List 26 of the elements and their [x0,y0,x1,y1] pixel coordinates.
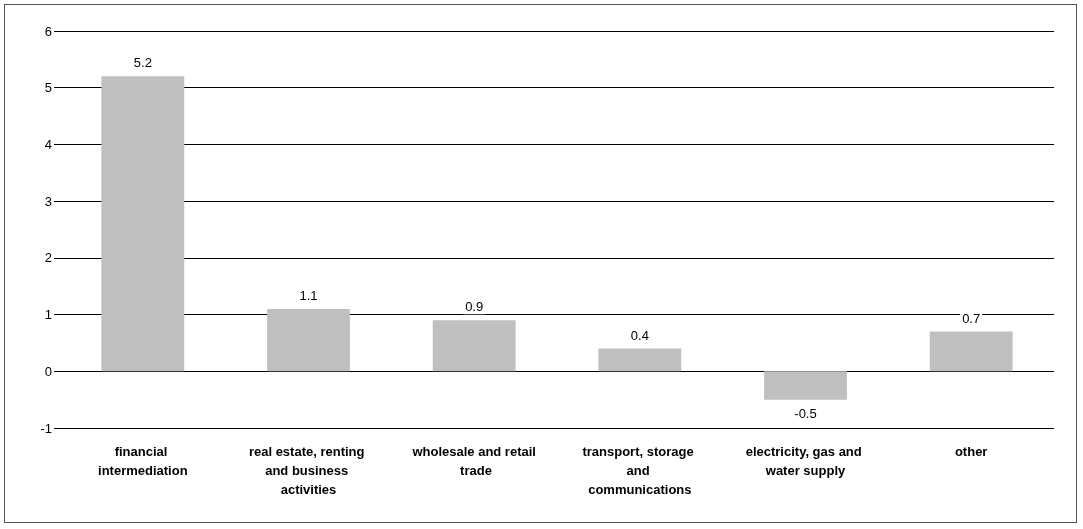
y-tick-label: 0 [44,363,52,379]
data-label: 0.4 [630,327,649,343]
data-label: 1.1 [299,287,318,303]
x-tick-label: transport, storage and communications [582,444,698,497]
data-label: -0.5 [794,405,817,421]
bar [101,76,185,372]
data-label: 0.7 [962,310,981,326]
y-tick-label: 4 [44,136,52,152]
y-tick-label: -1 [40,420,52,436]
x-tick-label: other [954,444,988,459]
bar [432,320,516,372]
y-tick-label: 2 [44,250,52,266]
data-label: 5.2 [133,55,152,71]
bar [598,348,682,372]
x-tick-label: wholesale and retail trade [411,444,536,478]
x-tick-label: real estate, renting and business activities [248,444,369,497]
bar [929,331,1013,372]
y-tick-label: 3 [44,193,52,209]
y-tick-label: 5 [44,80,52,96]
bar [764,371,847,400]
x-tick-label: electricity, gas and water supply [745,444,866,478]
y-tick-label: 6 [44,23,52,39]
x-tick-label: financial intermediation [98,444,188,478]
data-label: 0.9 [465,299,484,315]
y-tick-label: 1 [44,307,52,323]
bar [267,308,350,372]
